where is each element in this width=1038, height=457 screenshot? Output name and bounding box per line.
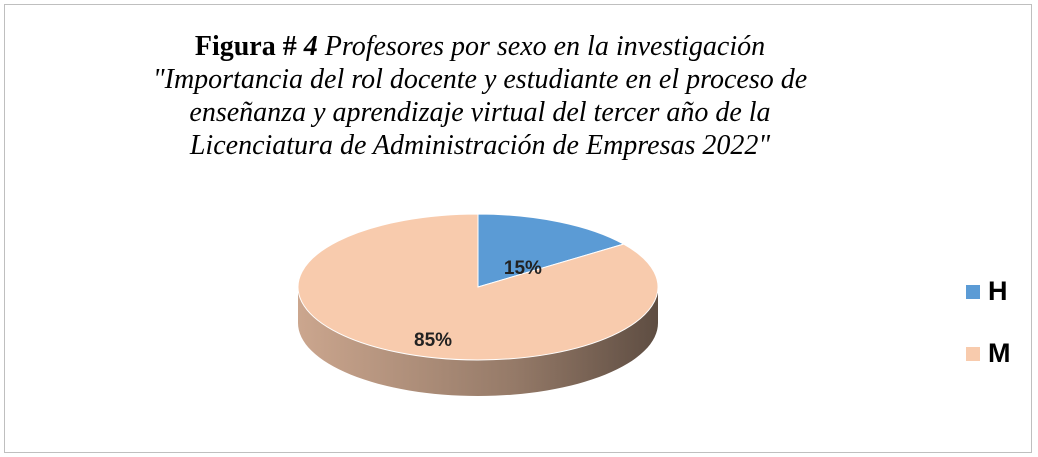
data-label: 85% bbox=[414, 330, 452, 351]
legend-swatch bbox=[966, 347, 980, 361]
legend-label: M bbox=[988, 338, 1011, 368]
data-label: 15% bbox=[504, 258, 542, 279]
figure-label: Figura # bbox=[194, 31, 297, 62]
slice-side bbox=[298, 287, 658, 396]
figure-number: 4 bbox=[303, 31, 318, 62]
slice-top bbox=[297, 213, 659, 361]
chart-title: Figura # 4 Profesores por sexo en la inv… bbox=[150, 30, 810, 162]
legend-swatch bbox=[966, 285, 980, 299]
slice-top bbox=[477, 213, 625, 288]
pie-slice bbox=[297, 213, 659, 396]
pie-slice bbox=[477, 213, 625, 288]
legend-label: H bbox=[988, 276, 1008, 306]
title-text: Profesores por sexo en la investigación … bbox=[152, 31, 808, 161]
chart-frame bbox=[4, 4, 1032, 453]
